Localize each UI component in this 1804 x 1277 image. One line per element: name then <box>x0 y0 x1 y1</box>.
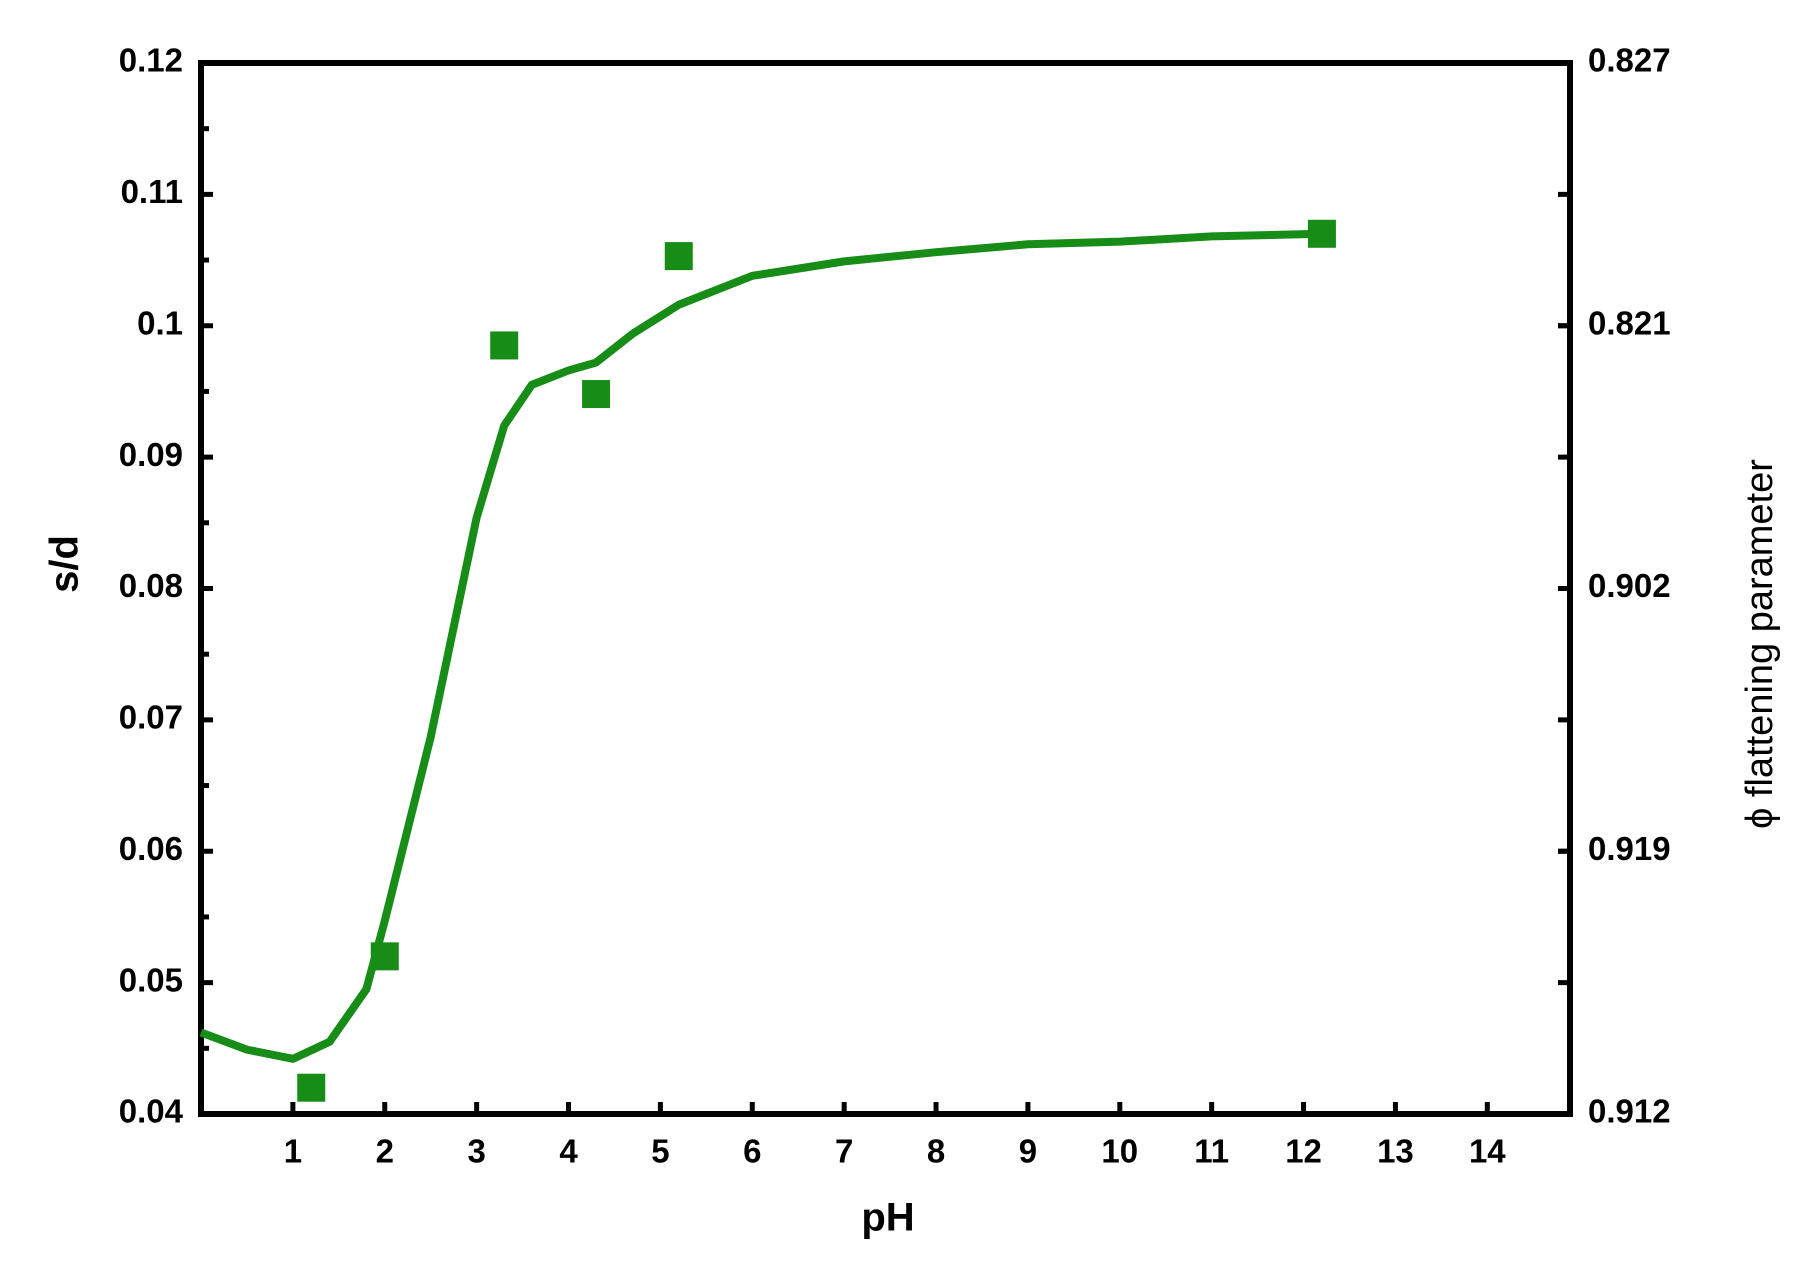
y-tick-label: 0.12 <box>119 42 183 79</box>
x-tick-label: 5 <box>651 1133 669 1170</box>
y-tick-label: 0.09 <box>119 436 183 473</box>
x-tick-label: 14 <box>1469 1133 1506 1170</box>
x-tick-label: 13 <box>1377 1133 1414 1170</box>
y-tick-label: 0.04 <box>119 1093 184 1130</box>
data-point <box>490 331 519 360</box>
y-tick-label: 0.11 <box>121 173 183 210</box>
x-tick-label: 2 <box>376 1133 394 1170</box>
y2-tick-label: 0.919 <box>1588 830 1671 867</box>
x-tick-label: 7 <box>835 1133 853 1170</box>
data-point <box>664 242 693 271</box>
x-tick-label: 1 <box>284 1133 302 1170</box>
y-tick-label: 0.1 <box>137 304 183 341</box>
x-tick-label: 8 <box>927 1133 945 1170</box>
x-tick-label: 3 <box>467 1133 485 1170</box>
x-tick-label: 6 <box>743 1133 761 1170</box>
y-tick-label: 0.05 <box>119 961 183 998</box>
x-axis-title: pH <box>861 1196 914 1240</box>
y2-axis-title: ϕ flattening parameter <box>1739 459 1781 829</box>
y2-tick-label: 0.912 <box>1588 1093 1671 1130</box>
y-tick-label: 0.08 <box>119 567 183 604</box>
y2-tick-label: 0.821 <box>1588 304 1671 341</box>
plot-frame <box>198 60 1573 1117</box>
y2-tick-label: 0.902 <box>1588 567 1671 604</box>
x-tick-label: 12 <box>1285 1133 1322 1170</box>
data-point <box>297 1073 326 1102</box>
fit-curve <box>199 229 1323 1063</box>
y-axis-title: s/d <box>43 535 87 593</box>
x-tick-label: 9 <box>1019 1133 1037 1170</box>
y-tick-label: 0.07 <box>119 699 183 736</box>
y2-tick-label: 0.827 <box>1588 42 1671 79</box>
x-tick-label: 11 <box>1194 1133 1229 1170</box>
x-tick-label: 4 <box>559 1133 578 1170</box>
y-tick-label: 0.06 <box>119 830 183 867</box>
data-point <box>582 380 611 409</box>
x-tick-label: 10 <box>1101 1133 1138 1170</box>
